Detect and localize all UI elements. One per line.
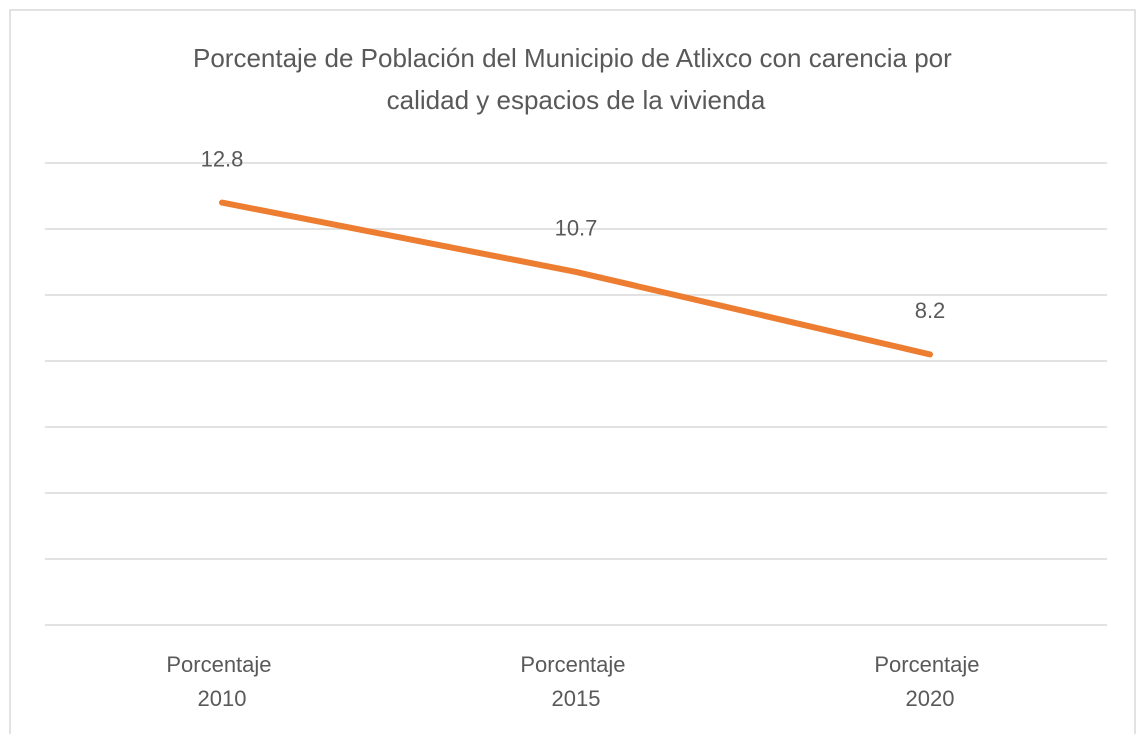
x-tick-label: Porcentaje 2010 bbox=[166, 652, 277, 711]
data-line bbox=[219, 199, 933, 358]
x-tick-label: Porcentaje 2020 bbox=[874, 652, 985, 711]
chart-border bbox=[9, 9, 1136, 734]
data-label: 8.2 bbox=[915, 298, 946, 323]
data-label: 12.8 bbox=[201, 146, 244, 171]
data-label: 10.7 bbox=[555, 216, 598, 241]
x-tick-label: Porcentaje 2015 bbox=[520, 652, 631, 711]
chart-title: Porcentaje de Población del Municipio de… bbox=[193, 43, 959, 115]
